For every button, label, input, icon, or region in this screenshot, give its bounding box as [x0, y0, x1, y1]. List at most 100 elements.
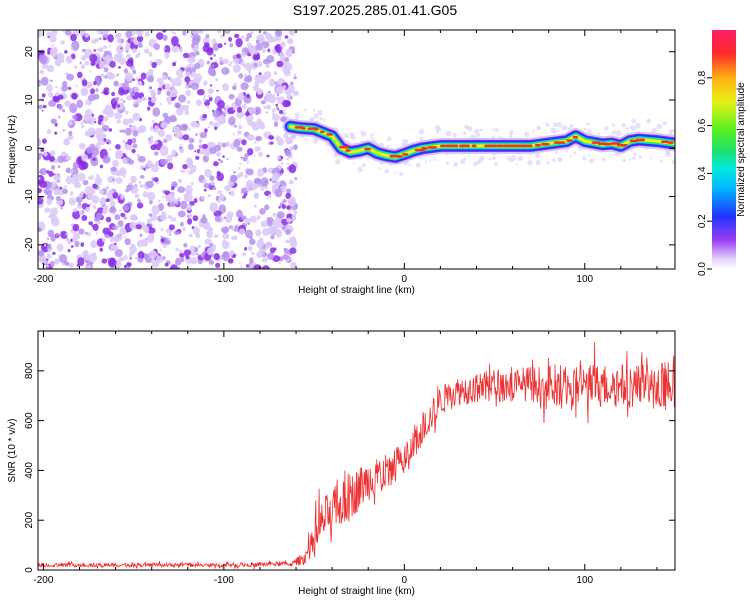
heatmap-noise-blob [110, 166, 117, 172]
heatmap-noise-blob [137, 198, 141, 203]
heatmap-noise-blob [290, 261, 297, 269]
heatmap-noise-blob [141, 96, 147, 102]
heatmap-noise-blob [51, 30, 58, 36]
heatmap-noise-blob [160, 102, 162, 106]
heatmap-noise-blob [202, 113, 208, 118]
bottom-plot-frame [37, 330, 676, 571]
heatmap-noise-blob [257, 151, 264, 157]
heatmap-faint-blob [361, 163, 366, 168]
colorbar [712, 30, 736, 269]
heatmap-noise-blob [266, 32, 269, 36]
heatmap-noise-blob [42, 104, 47, 109]
heatmap-noise-blob [132, 69, 137, 75]
heatmap-noise-blob [185, 185, 193, 195]
heatmap-noise-blob [289, 247, 297, 254]
heatmap-noise-blob [39, 54, 48, 65]
heatmap-noise-blob [206, 231, 212, 237]
heatmap-faint-blob [638, 155, 642, 159]
heatmap-noise-blob [164, 239, 171, 245]
heatmap-noise-blob [71, 40, 80, 52]
heatmap-noise-blob [126, 262, 132, 267]
heatmap-noise-blob [217, 43, 223, 49]
heatmap-faint-blob [433, 158, 437, 162]
heatmap-noise-blob [207, 88, 214, 95]
heatmap-noise-blob [38, 227, 42, 232]
heatmap-noise-blob [43, 244, 47, 247]
heatmap-noise-blob [156, 32, 164, 40]
heatmap-noise-blob [182, 134, 190, 141]
heatmap-noise-blob [103, 138, 107, 142]
heatmap-noise-blob [128, 118, 134, 124]
heatmap-noise-blob [262, 41, 270, 49]
heatmap-noise-blob [271, 108, 276, 113]
heatmap-noise-blob [253, 192, 260, 199]
heatmap-noise-blob [207, 142, 210, 146]
heatmap-noise-blob [137, 30, 143, 34]
heatmap-noise-blob [276, 86, 284, 94]
heatmap-noise-blob [135, 77, 139, 81]
heatmap-noise-blob [69, 103, 78, 114]
heatmap-noise-blob [89, 119, 95, 125]
heatmap-noise-blob [129, 222, 138, 230]
heatmap-noise-blob [261, 48, 266, 53]
heatmap-noise-blob [85, 206, 90, 213]
heatmap-noise-blob [229, 250, 235, 256]
heatmap-noise-blob [222, 58, 229, 64]
heatmap-noise-blob [78, 202, 82, 206]
heatmap-faint-blob [659, 159, 664, 163]
heatmap-noise-blob [119, 129, 122, 133]
heatmap-noise-blob [246, 168, 254, 176]
heatmap-noise-blob [167, 215, 172, 219]
heatmap-noise-blob [190, 165, 197, 173]
heatmap-noise-blob [127, 57, 134, 65]
heatmap-noise-blob [240, 35, 245, 39]
heatmap-noise-blob [43, 151, 48, 157]
heatmap-noise-blob [62, 188, 68, 195]
heatmap-noise-blob [65, 55, 73, 64]
heatmap-noise-blob [148, 233, 155, 239]
heatmap-faint-blob [361, 131, 367, 137]
heatmap-noise-blob [143, 225, 150, 234]
heatmap-noise-blob [164, 83, 171, 90]
heatmap-noise-blob [68, 262, 75, 268]
heatmap-noise-blob [160, 228, 164, 232]
heatmap-noise-blob [287, 196, 297, 207]
heatmap-noise-blob [91, 113, 95, 117]
heatmap-noise-blob [137, 257, 144, 263]
heatmap-noise-blob [213, 210, 222, 218]
heatmap-noise-blob [276, 229, 281, 234]
heatmap-noise-blob [77, 30, 86, 37]
heatmap-faint-blob [401, 142, 406, 147]
heatmap-noise-blob [285, 239, 290, 244]
heatmap-noise-blob [123, 230, 127, 234]
heatmap-noise-blob [122, 140, 126, 143]
heatmap-faint-blob [509, 157, 514, 163]
heatmap-noise-blob [108, 207, 117, 214]
heatmap-noise-blob [162, 256, 166, 261]
heatmap-noise-blob [222, 239, 227, 243]
heatmap-noise-blob [181, 170, 185, 174]
heatmap-noise-blob [115, 33, 120, 39]
heatmap-noise-blob [99, 164, 104, 169]
bottom-x-tick-label: 100 [576, 575, 593, 586]
heatmap-noise-blob [62, 109, 66, 113]
heatmap-noise-blob [162, 34, 168, 41]
heatmap-faint-blob [491, 156, 496, 161]
heatmap-faint-blob [294, 112, 300, 118]
heatmap-faint-blob [419, 136, 423, 141]
heatmap-noise-blob [138, 125, 147, 133]
heatmap-noise-blob [245, 182, 253, 192]
heatmap-noise-blob [87, 204, 90, 208]
heatmap-noise-blob [232, 85, 237, 91]
heatmap-noise-blob [72, 114, 78, 120]
heatmap-noise-blob [293, 210, 298, 215]
heatmap-noise-blob [130, 243, 136, 248]
heatmap-noise-blob [108, 72, 116, 80]
heatmap-noise-blob [273, 247, 277, 251]
heatmap-noise-blob [285, 229, 292, 235]
heatmap-noise-blob [219, 160, 223, 164]
heatmap-noise-blob [72, 161, 79, 170]
heatmap-noise-blob [171, 36, 179, 47]
heatmap-noise-blob [46, 254, 52, 259]
heatmap-noise-blob [206, 247, 214, 256]
